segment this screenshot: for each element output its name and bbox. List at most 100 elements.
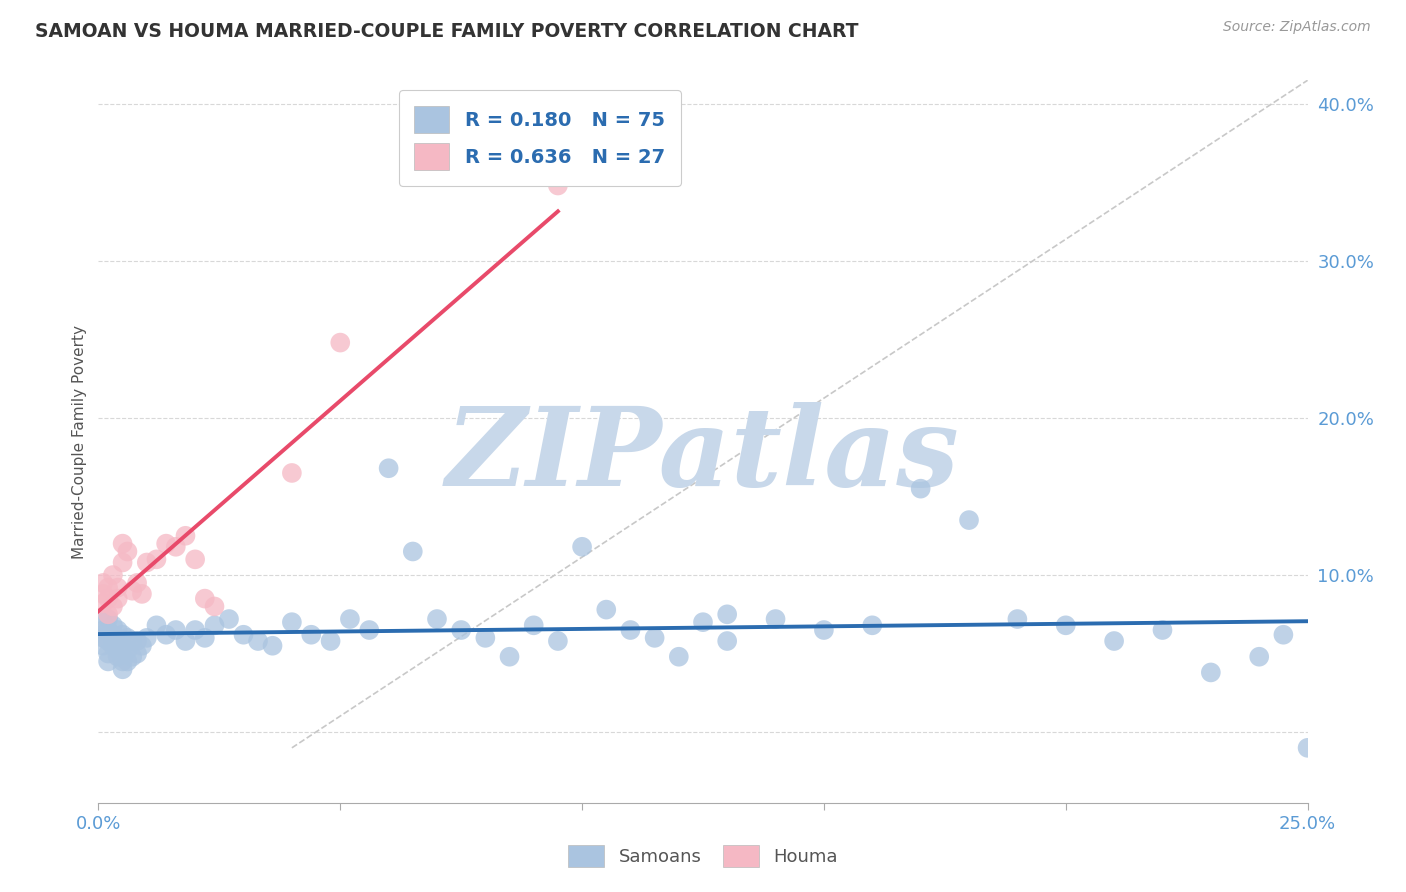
Point: [91, 615, 114, 630]
Point: [107, 591, 129, 606]
Point: [91, 631, 114, 645]
Text: Source: ZipAtlas.com: Source: ZipAtlas.com: [1223, 20, 1371, 34]
Point: [860, 618, 883, 632]
Point: [165, 623, 187, 637]
Point: [619, 623, 641, 637]
Legend: R = 0.180   N = 75, R = 0.636   N = 27: R = 0.180 N = 75, R = 0.636 N = 27: [399, 90, 681, 186]
Point: [262, 639, 284, 653]
Point: [107, 581, 129, 595]
Point: [111, 556, 134, 570]
Point: [135, 631, 157, 645]
Point: [957, 513, 980, 527]
Point: [121, 634, 143, 648]
Point: [232, 628, 254, 642]
Point: [117, 655, 139, 669]
Point: [107, 643, 129, 657]
Point: [595, 602, 617, 616]
Point: [1272, 628, 1295, 642]
Point: [174, 634, 197, 648]
Point: [319, 634, 342, 648]
Point: [107, 649, 129, 664]
Point: [145, 552, 167, 566]
Point: [91, 596, 114, 610]
Point: [1007, 612, 1029, 626]
Point: [127, 575, 149, 590]
Point: [91, 587, 114, 601]
Point: [111, 662, 134, 676]
Point: [450, 623, 472, 637]
Point: [498, 649, 520, 664]
Point: [111, 536, 134, 550]
Point: [692, 615, 714, 630]
Point: [165, 540, 187, 554]
Point: [547, 634, 569, 648]
Point: [1054, 618, 1077, 632]
Point: [111, 655, 134, 669]
Point: [117, 631, 139, 645]
Point: [121, 649, 143, 664]
Legend: Samoans, Houma: Samoans, Houma: [561, 838, 845, 874]
Point: [1152, 623, 1174, 637]
Point: [101, 628, 124, 642]
Point: [359, 623, 381, 637]
Point: [218, 612, 240, 626]
Point: [377, 461, 399, 475]
Point: [97, 591, 120, 606]
Point: [1249, 649, 1271, 664]
Point: [117, 544, 139, 558]
Point: [644, 631, 666, 645]
Point: [339, 612, 361, 626]
Point: [329, 335, 352, 350]
Point: [1296, 740, 1319, 755]
Point: [184, 552, 207, 566]
Point: [194, 631, 217, 645]
Point: [97, 612, 120, 626]
Point: [174, 529, 197, 543]
Point: [716, 634, 738, 648]
Point: [127, 647, 149, 661]
Point: [155, 628, 177, 642]
Point: [1199, 665, 1222, 680]
Point: [101, 568, 124, 582]
Point: [668, 649, 690, 664]
Point: [474, 631, 496, 645]
Point: [204, 599, 226, 614]
Point: [111, 639, 134, 653]
Point: [97, 655, 120, 669]
Point: [131, 639, 153, 653]
Point: [184, 623, 207, 637]
Point: [101, 639, 124, 653]
Point: [145, 618, 167, 632]
Point: [299, 628, 322, 642]
Text: ZIPatlas: ZIPatlas: [446, 402, 960, 509]
Point: [107, 634, 129, 648]
Point: [97, 647, 120, 661]
Point: [281, 615, 304, 630]
Point: [91, 623, 114, 637]
Point: [813, 623, 835, 637]
Point: [523, 618, 546, 632]
Point: [155, 536, 177, 550]
Point: [910, 482, 932, 496]
Point: [91, 575, 114, 590]
Point: [97, 607, 120, 622]
Point: [204, 618, 226, 632]
Point: [716, 607, 738, 622]
Point: [1102, 634, 1125, 648]
Point: [101, 618, 124, 632]
Point: [131, 587, 153, 601]
Point: [101, 631, 124, 645]
Point: [571, 540, 593, 554]
Point: [402, 544, 425, 558]
Text: SAMOAN VS HOUMA MARRIED-COUPLE FAMILY POVERTY CORRELATION CHART: SAMOAN VS HOUMA MARRIED-COUPLE FAMILY PO…: [35, 22, 859, 41]
Point: [426, 612, 449, 626]
Point: [91, 639, 114, 653]
Point: [194, 591, 217, 606]
Point: [135, 556, 157, 570]
Point: [127, 634, 149, 648]
Point: [547, 178, 569, 193]
Point: [121, 583, 143, 598]
Point: [765, 612, 787, 626]
Point: [97, 581, 120, 595]
Point: [281, 466, 304, 480]
